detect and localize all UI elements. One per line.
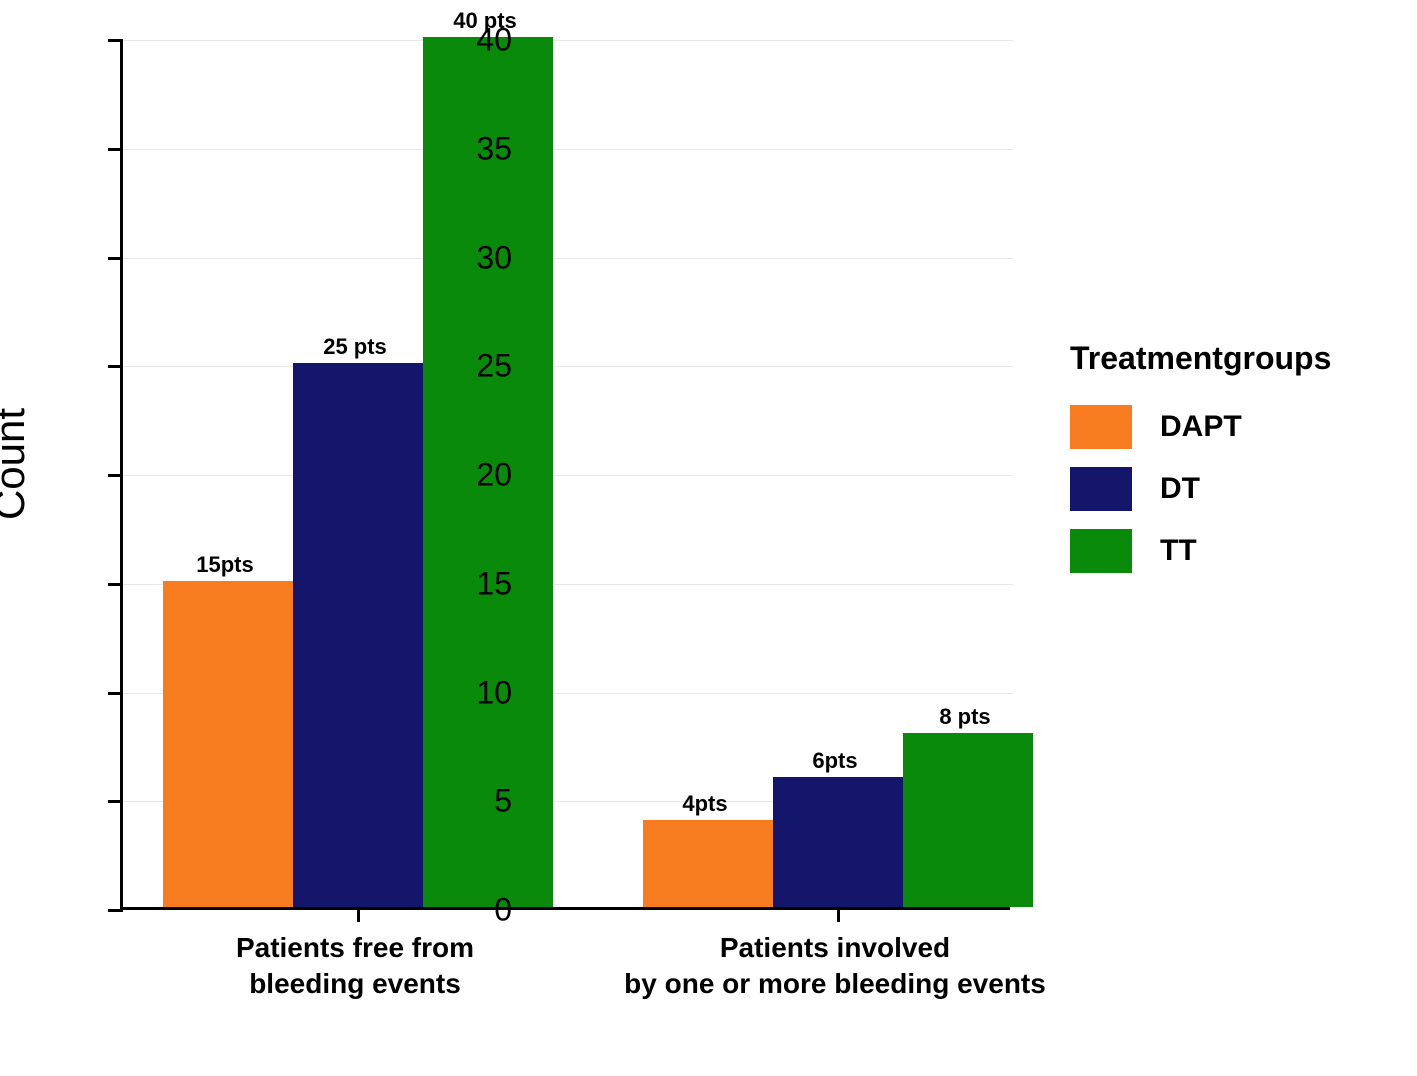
y-tick-label: 20 <box>452 457 512 494</box>
legend-item-dapt: DAPT <box>1070 405 1331 449</box>
bar-tt <box>903 733 1033 907</box>
legend-label: DAPT <box>1160 410 1242 444</box>
x-group-label: Patients involvedby one or more bleeding… <box>615 930 1055 1003</box>
y-tick <box>108 257 123 260</box>
y-tick <box>108 800 123 803</box>
x-tick <box>837 907 840 922</box>
grid-line <box>123 366 1013 367</box>
y-tick-label: 30 <box>452 239 512 276</box>
y-tick <box>108 692 123 695</box>
grid-line <box>123 40 1013 41</box>
bar-value-label: 8 pts <box>905 704 1025 730</box>
bar-value-label: 15pts <box>165 552 285 578</box>
legend-swatch <box>1070 467 1132 511</box>
bar-dapt <box>163 581 293 907</box>
x-tick <box>357 907 360 922</box>
y-tick-label: 35 <box>452 130 512 167</box>
y-axis-label: Count <box>0 408 34 520</box>
legend-item-dt: DT <box>1070 467 1331 511</box>
legend-label: DT <box>1160 472 1200 506</box>
y-tick-label: 5 <box>452 783 512 820</box>
bar-value-label: 40 pts <box>425 8 545 34</box>
y-tick <box>108 909 123 912</box>
bar-value-label: 25 pts <box>295 334 415 360</box>
y-tick-label: 25 <box>452 348 512 385</box>
y-tick-label: 10 <box>452 674 512 711</box>
bar-chart: Count Treatmentgroups DAPT DT TT 0 5 10 15 20 2… <box>0 0 1417 1076</box>
legend-swatch <box>1070 529 1132 573</box>
legend-title: Treatmentgroups <box>1070 340 1331 377</box>
legend-swatch <box>1070 405 1132 449</box>
plot-area <box>120 40 1010 910</box>
bar-value-label: 6pts <box>775 748 895 774</box>
grid-line <box>123 258 1013 259</box>
legend: Treatmentgroups DAPT DT TT <box>1070 340 1331 591</box>
bar-dt <box>293 363 423 907</box>
legend-item-tt: TT <box>1070 529 1331 573</box>
y-tick <box>108 148 123 151</box>
bar-dapt <box>643 820 773 907</box>
grid-line <box>123 475 1013 476</box>
y-tick-label: 0 <box>452 892 512 929</box>
y-tick-label: 15 <box>452 565 512 602</box>
y-tick <box>108 39 123 42</box>
bar-value-label: 4pts <box>645 791 765 817</box>
bar-dt <box>773 777 903 908</box>
y-tick <box>108 474 123 477</box>
grid-line <box>123 149 1013 150</box>
legend-label: TT <box>1160 534 1197 568</box>
y-tick <box>108 583 123 586</box>
y-tick <box>108 365 123 368</box>
x-group-label: Patients free frombleeding events <box>135 930 575 1003</box>
